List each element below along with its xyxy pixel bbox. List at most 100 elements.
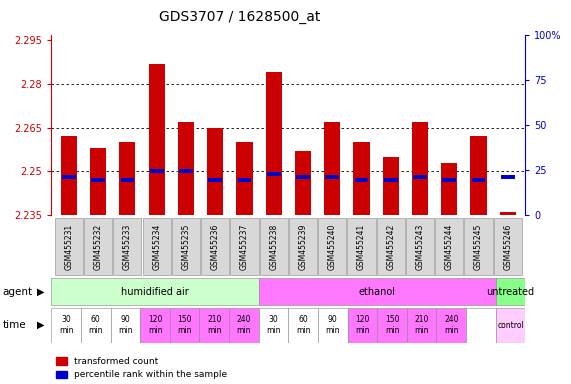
Bar (296, 175, 310, 179)
Text: 240
min: 240 min (444, 315, 459, 335)
Bar (178, 122, 194, 215)
Text: GDS3707 / 1628500_at: GDS3707 / 1628500_at (159, 10, 320, 23)
Bar (90, 148, 106, 215)
FancyBboxPatch shape (55, 218, 83, 275)
FancyBboxPatch shape (260, 218, 288, 275)
Text: GSM455242: GSM455242 (386, 223, 395, 270)
Text: 90
min: 90 min (118, 315, 132, 335)
Text: GSM455239: GSM455239 (299, 223, 307, 270)
Text: 150
min: 150 min (178, 315, 192, 335)
Bar (412, 122, 428, 215)
Bar (472, 178, 485, 182)
Text: 120
min: 120 min (355, 315, 369, 335)
Bar (500, 212, 516, 215)
Text: time: time (3, 320, 26, 330)
Text: 210
min: 210 min (415, 315, 429, 335)
Text: 30
min: 30 min (266, 315, 281, 335)
Text: 150
min: 150 min (385, 315, 399, 335)
Text: GSM455235: GSM455235 (182, 223, 191, 270)
FancyBboxPatch shape (435, 218, 463, 275)
FancyBboxPatch shape (377, 218, 405, 275)
FancyBboxPatch shape (229, 308, 259, 343)
Bar (91, 178, 105, 182)
Text: GSM455245: GSM455245 (474, 223, 483, 270)
Text: GSM455236: GSM455236 (211, 223, 220, 270)
Text: 240
min: 240 min (236, 315, 251, 335)
Bar (207, 128, 223, 215)
Text: untreated: untreated (486, 286, 534, 297)
Bar (62, 175, 76, 179)
FancyBboxPatch shape (377, 308, 407, 343)
Bar (443, 178, 456, 182)
Bar (325, 175, 339, 179)
FancyBboxPatch shape (172, 218, 200, 275)
Bar (148, 64, 165, 215)
Text: ▶: ▶ (37, 286, 45, 297)
Bar (384, 178, 397, 182)
Bar (355, 178, 368, 182)
FancyBboxPatch shape (143, 218, 171, 275)
Text: GSM455240: GSM455240 (328, 223, 337, 270)
Text: GSM455244: GSM455244 (445, 223, 454, 270)
FancyBboxPatch shape (406, 218, 434, 275)
FancyBboxPatch shape (199, 308, 229, 343)
FancyBboxPatch shape (51, 308, 81, 343)
Bar (383, 157, 399, 215)
Text: GSM455237: GSM455237 (240, 223, 249, 270)
Text: GSM455238: GSM455238 (270, 223, 278, 270)
Text: GSM455231: GSM455231 (65, 223, 74, 270)
FancyBboxPatch shape (259, 278, 496, 306)
Bar (238, 178, 251, 182)
FancyBboxPatch shape (111, 308, 140, 343)
FancyBboxPatch shape (436, 308, 466, 343)
FancyBboxPatch shape (407, 308, 436, 343)
Legend: transformed count, percentile rank within the sample: transformed count, percentile rank withi… (56, 357, 227, 379)
Text: GSM455241: GSM455241 (357, 223, 366, 270)
Bar (179, 169, 193, 174)
Text: 120
min: 120 min (148, 315, 162, 335)
FancyBboxPatch shape (84, 218, 112, 275)
FancyBboxPatch shape (201, 218, 230, 275)
Bar (295, 151, 311, 215)
Text: agent: agent (3, 286, 33, 297)
Bar (120, 178, 134, 182)
FancyBboxPatch shape (348, 308, 377, 343)
FancyBboxPatch shape (466, 308, 496, 343)
Text: GSM455234: GSM455234 (152, 223, 161, 270)
FancyBboxPatch shape (288, 308, 318, 343)
FancyBboxPatch shape (494, 218, 522, 275)
FancyBboxPatch shape (496, 278, 525, 306)
Text: 90
min: 90 min (325, 315, 340, 335)
Text: GSM455243: GSM455243 (416, 223, 424, 270)
Bar (266, 73, 282, 215)
Text: GSM455246: GSM455246 (503, 223, 512, 270)
Text: GSM455233: GSM455233 (123, 223, 132, 270)
Text: 210
min: 210 min (207, 315, 222, 335)
FancyBboxPatch shape (81, 308, 111, 343)
FancyBboxPatch shape (51, 278, 259, 306)
FancyBboxPatch shape (347, 218, 376, 275)
Bar (353, 142, 369, 215)
FancyBboxPatch shape (231, 218, 259, 275)
Text: ethanol: ethanol (359, 286, 396, 297)
Bar (119, 142, 135, 215)
Bar (413, 175, 427, 179)
FancyBboxPatch shape (464, 218, 493, 275)
Text: GSM455232: GSM455232 (94, 223, 103, 270)
FancyBboxPatch shape (259, 308, 288, 343)
Bar (236, 142, 252, 215)
FancyBboxPatch shape (114, 218, 142, 275)
FancyBboxPatch shape (289, 218, 317, 275)
Bar (61, 136, 77, 215)
FancyBboxPatch shape (170, 308, 199, 343)
Text: 60
min: 60 min (89, 315, 103, 335)
Text: 60
min: 60 min (296, 315, 311, 335)
FancyBboxPatch shape (318, 218, 346, 275)
Bar (501, 175, 514, 179)
FancyBboxPatch shape (318, 308, 348, 343)
Text: control: control (497, 321, 524, 329)
Bar (441, 163, 457, 215)
Bar (150, 169, 163, 174)
Bar (208, 178, 222, 182)
Bar (267, 172, 280, 176)
